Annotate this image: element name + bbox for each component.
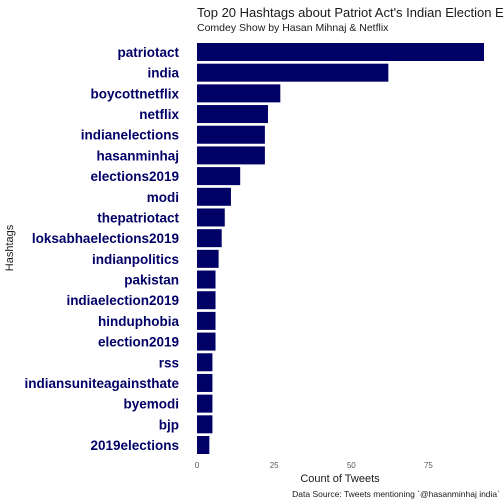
bar-2019elections [197, 436, 210, 454]
bar-netflix [197, 105, 268, 124]
bars-group [197, 43, 484, 454]
bar-election2019 [197, 332, 216, 351]
bar-thepatriotact [197, 208, 225, 227]
category-label: pakistan [124, 273, 179, 288]
x-tick-label: 75 [424, 461, 433, 470]
bar-byemodi [197, 394, 213, 413]
bar-indianelections [197, 125, 265, 144]
bar-rss [197, 353, 213, 372]
category-label: hinduphobia [98, 314, 179, 329]
x-axis-ticks: 0 25 50 75 [195, 461, 434, 470]
x-tick-label: 0 [195, 461, 200, 470]
x-tick-label: 50 [347, 461, 356, 470]
bar-hasanminhaj [197, 146, 265, 165]
category-label: indiansuniteagainsthate [24, 376, 179, 391]
category-label: patriotact [117, 45, 179, 60]
chart-subtitle: Comdey Show by Hasan Mihnaj & Netflix [197, 22, 389, 34]
bar-india [197, 63, 389, 82]
bar-indianpolitics [197, 249, 219, 268]
bar-elections2019 [197, 167, 241, 186]
category-label: boycottnetflix [90, 86, 179, 101]
bar-indiansuniteagainsthate [197, 373, 213, 392]
chart-title: Top 20 Hashtags about Patriot Act's Indi… [197, 5, 504, 20]
category-label: election2019 [98, 335, 179, 350]
category-labels: patriotact india boycottnetflix netflix indi… [24, 45, 179, 453]
x-tick-label: 25 [270, 461, 279, 470]
category-label: bjp [159, 417, 179, 432]
bar-hinduphobia [197, 311, 216, 330]
bar-boycottnetflix [197, 84, 281, 103]
bar-indiaelection2019 [197, 291, 216, 310]
bar-pakistan [197, 270, 216, 289]
bar-bjp [197, 415, 213, 434]
x-axis-title: Count of Tweets [300, 473, 380, 485]
category-label: 2019elections [90, 438, 179, 453]
bar-modi [197, 187, 231, 206]
category-label: rss [159, 355, 179, 370]
category-label: india [147, 66, 179, 81]
category-label: modi [147, 190, 179, 205]
category-label: indianelections [81, 128, 179, 143]
category-label: loksabhaelections2019 [32, 231, 179, 246]
category-label: byemodi [123, 397, 179, 412]
category-label: elections2019 [90, 169, 179, 184]
category-label: hasanminhaj [96, 148, 179, 163]
chart-caption: Data Source: Tweets mentioning `@hasanmi… [292, 489, 500, 499]
category-label: thepatriotact [97, 210, 179, 225]
bar-patriotact [197, 43, 484, 61]
category-label: netflix [139, 107, 179, 122]
bar-loksabhaelections2019 [197, 229, 222, 248]
y-axis-title: Hashtags [4, 224, 16, 271]
category-label: indianpolitics [92, 252, 179, 267]
category-label: indiaelection2019 [66, 293, 179, 308]
